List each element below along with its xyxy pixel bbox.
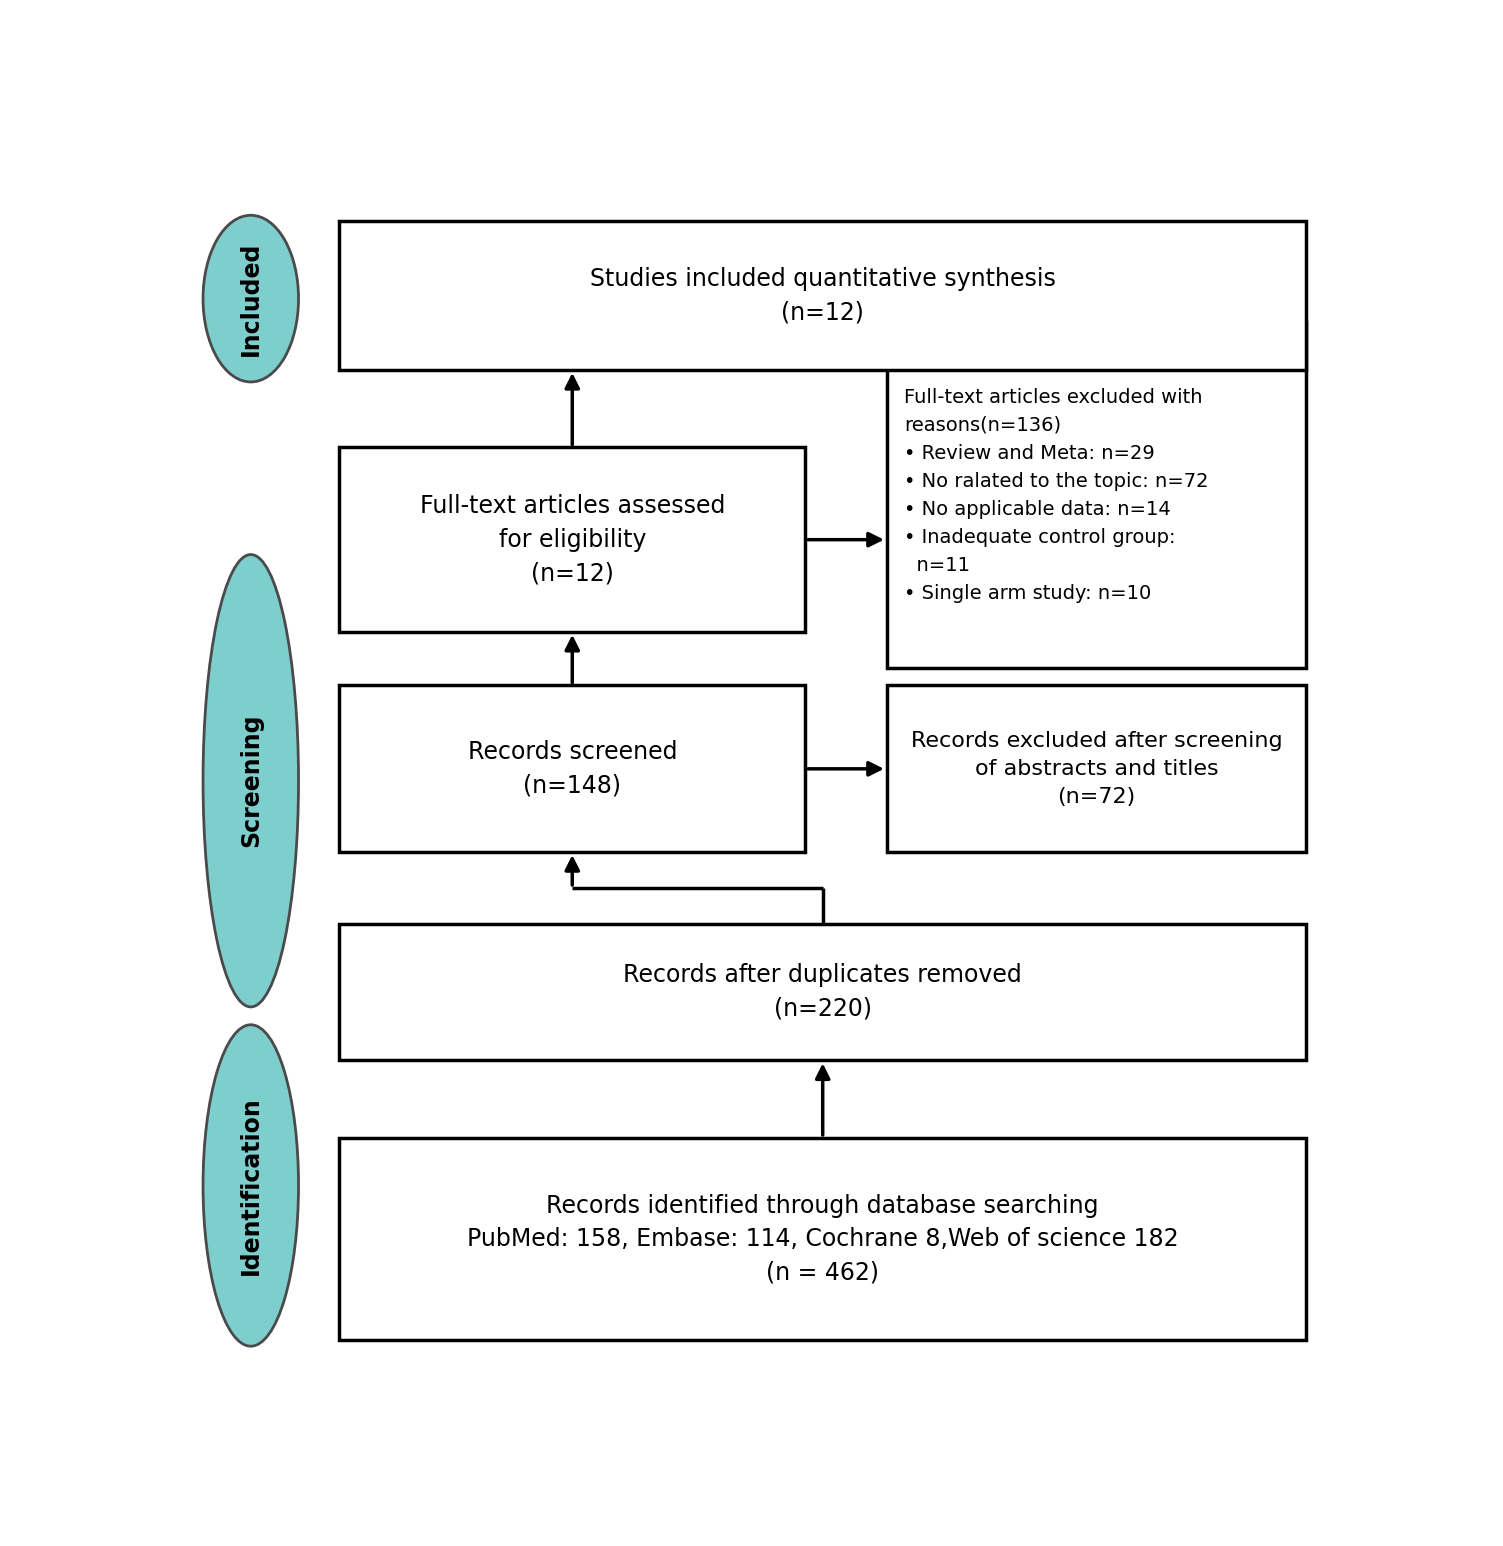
- Text: Full-text articles assessed
for eligibility
(n=12): Full-text articles assessed for eligibil…: [419, 495, 724, 586]
- Ellipse shape: [203, 1025, 299, 1347]
- Text: Included: Included: [239, 241, 263, 356]
- Text: Identification: Identification: [239, 1096, 263, 1275]
- Text: Studies included quantitative synthesis
(n=12): Studies included quantitative synthesis …: [589, 267, 1055, 325]
- Text: Screening: Screening: [239, 714, 263, 847]
- Bar: [340, 221, 1306, 369]
- Ellipse shape: [203, 215, 299, 382]
- Bar: [340, 447, 806, 632]
- Bar: [340, 1138, 1306, 1340]
- Text: Records screened
(n=148): Records screened (n=148): [467, 741, 676, 798]
- Text: Records excluded after screening
of abstracts and titles
(n=72): Records excluded after screening of abst…: [911, 731, 1282, 807]
- Bar: [887, 685, 1306, 852]
- Text: Records identified through database searching
PubMed: 158, Embase: 114, Cochrane: Records identified through database sear…: [467, 1194, 1178, 1285]
- Text: Full-text articles excluded with
reasons(n=136)
• Review and Meta: n=29
• No ral: Full-text articles excluded with reasons…: [905, 388, 1208, 603]
- Bar: [887, 323, 1306, 668]
- Ellipse shape: [203, 555, 299, 1006]
- Text: Records after duplicates removed
(n=220): Records after duplicates removed (n=220): [624, 963, 1022, 1020]
- Bar: [340, 685, 806, 852]
- Bar: [340, 923, 1306, 1061]
